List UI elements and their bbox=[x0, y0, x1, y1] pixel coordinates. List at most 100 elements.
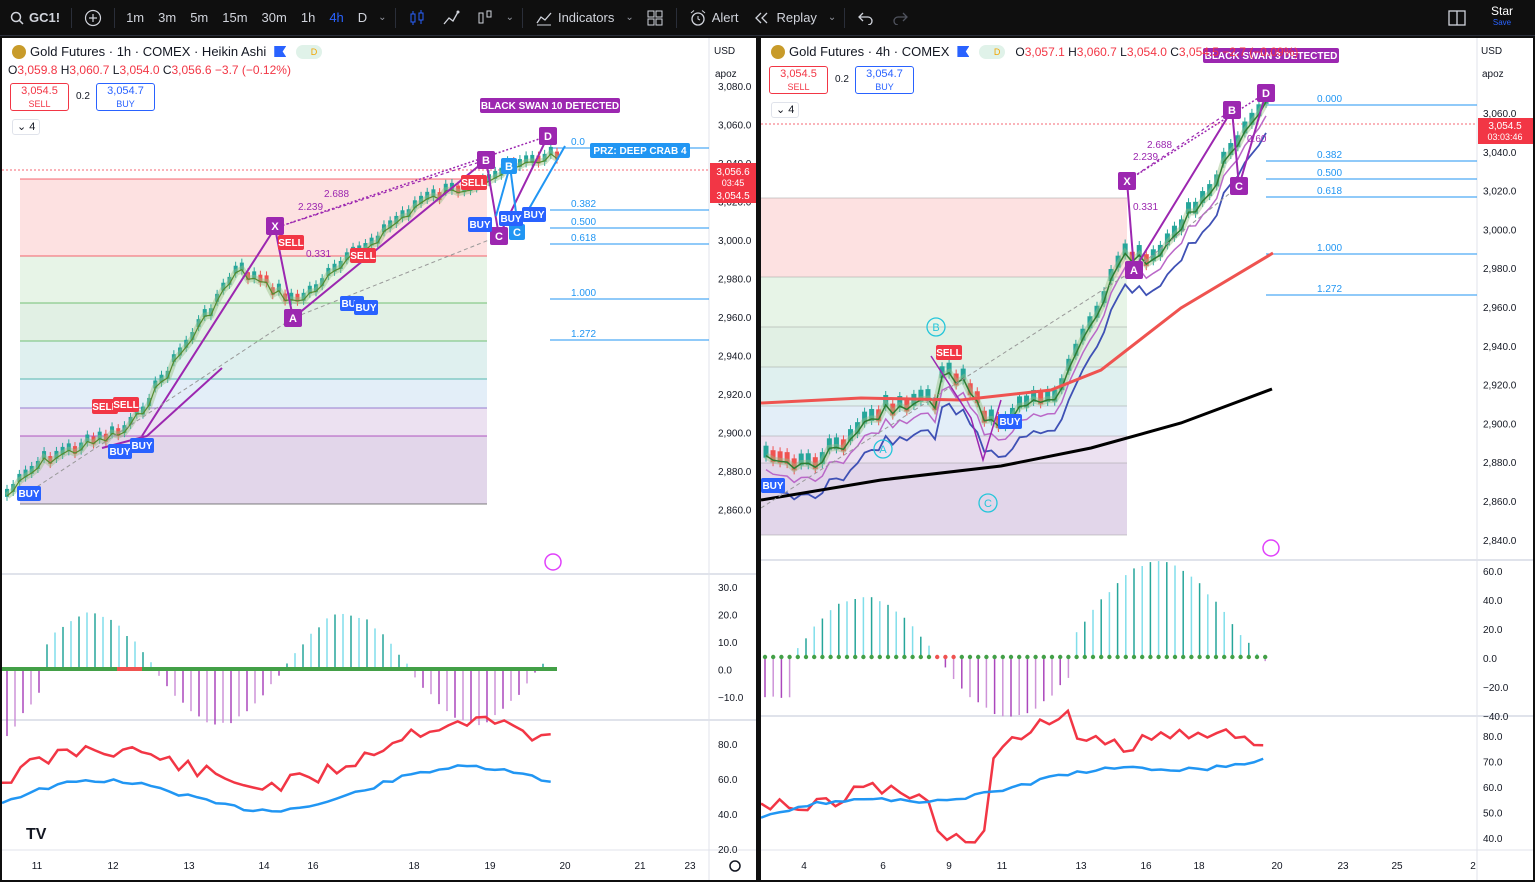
point-d: D bbox=[544, 131, 552, 143]
candle-body bbox=[536, 155, 541, 164]
chevron-down-icon[interactable]: ⌄ bbox=[625, 12, 634, 23]
osc-axis-label: −40.0 bbox=[1483, 712, 1509, 723]
buy-button[interactable]: 3,054.7 BUY bbox=[96, 83, 155, 111]
interval-1m[interactable]: 1m bbox=[126, 10, 145, 25]
candle-body bbox=[1136, 245, 1142, 258]
top-toolbar: GC1! 1m 3m 5m 15m 30m 1h 4h D ⌄ ⌄ Indicators ⌄ bbox=[0, 0, 1535, 36]
buy-button[interactable]: 3,054.7 BUY bbox=[855, 66, 914, 94]
sell-button[interactable]: 3,054.5 SELL bbox=[769, 66, 828, 94]
tradingview-logo: TV bbox=[26, 826, 47, 843]
harmonic-fib-label: 0.500 bbox=[1317, 168, 1342, 179]
candle-body bbox=[1193, 201, 1199, 214]
osc-zero-dot bbox=[1107, 654, 1112, 660]
currency-button[interactable]: USD bbox=[714, 46, 736, 57]
interval-d[interactable]: D bbox=[357, 10, 368, 25]
candle-body bbox=[196, 319, 201, 328]
sell-button[interactable]: 3,054.5 SELL bbox=[10, 83, 69, 111]
indicators-icon bbox=[534, 8, 554, 28]
scale-button[interactable]: apoz bbox=[1482, 69, 1504, 80]
indicator-count: 4 bbox=[29, 121, 36, 133]
candle-body bbox=[85, 434, 90, 443]
price-axis-label: 3,000.0 bbox=[1483, 225, 1517, 236]
osc-zero-dot bbox=[1099, 654, 1104, 660]
left-legend: Gold Futures · 1h · COMEX · Heikin Ashi … bbox=[12, 44, 323, 59]
alert-button[interactable]: Alert bbox=[681, 0, 746, 36]
layout-toggle-button[interactable] bbox=[1440, 0, 1474, 36]
osc-zero-dot bbox=[1254, 654, 1260, 660]
right-chart-panel[interactable]: 3,060.0 3,040.0 3,020.0 3,000.0 2,980.0 2,960… bbox=[761, 38, 1533, 880]
star-save-button[interactable]: Star Save bbox=[1491, 5, 1513, 29]
candles-chart-type-button[interactable] bbox=[400, 0, 434, 36]
interval-15m[interactable]: 15m bbox=[222, 10, 248, 25]
candle-body bbox=[805, 453, 811, 466]
close-value: 3,056.6 bbox=[171, 63, 212, 77]
candle-body bbox=[1242, 121, 1248, 134]
compare-button[interactable] bbox=[76, 0, 110, 36]
undo-button[interactable] bbox=[849, 0, 883, 36]
currency-button[interactable]: USD bbox=[1481, 46, 1503, 57]
candles-icon bbox=[407, 8, 427, 28]
interval-3m[interactable]: 3m bbox=[158, 10, 177, 25]
candle-body bbox=[17, 473, 22, 482]
layouts-button[interactable] bbox=[638, 0, 672, 36]
candle-body bbox=[904, 399, 910, 412]
osc-axis-label: 60.0 bbox=[1483, 567, 1503, 578]
indicators-collapse-button[interactable]: ⌄ 4 bbox=[12, 119, 41, 135]
date-axis-label: 21 bbox=[634, 861, 646, 872]
left-chart-panel[interactable]: 3,080.03,060.03,040.03,020.03,000.02,980… bbox=[2, 38, 756, 880]
sell-price-tag: 3,054.5 bbox=[716, 191, 750, 202]
candle-body bbox=[42, 451, 47, 460]
candle-body bbox=[1207, 184, 1213, 197]
osc-zero-dot bbox=[1131, 654, 1137, 660]
osc-zero-dot bbox=[1066, 654, 1071, 660]
harmonic-fib-label: 1.000 bbox=[1317, 243, 1342, 254]
candle-body bbox=[1178, 219, 1184, 232]
interval-30m[interactable]: 30m bbox=[261, 10, 287, 25]
osc-zero-dot bbox=[779, 654, 784, 660]
candle-body bbox=[116, 428, 121, 437]
ratio-label: 0.331 bbox=[1133, 202, 1158, 213]
chevron-down-icon[interactable]: ⌄ bbox=[827, 12, 837, 23]
buy-signal: BUY bbox=[355, 303, 376, 314]
osc-zero-dot bbox=[1156, 654, 1161, 660]
line-chart-type-button[interactable] bbox=[434, 0, 468, 36]
interval-1h[interactable]: 1h bbox=[300, 10, 316, 25]
interval-5m[interactable]: 5m bbox=[190, 10, 209, 25]
symbol-search[interactable]: GC1! bbox=[0, 0, 67, 36]
harmonic-fib-label: 0.618 bbox=[1317, 186, 1342, 197]
chevron-down-icon[interactable]: ⌄ bbox=[505, 12, 514, 23]
rsi-axis-label: 80.0 bbox=[1483, 732, 1503, 743]
osc-zero-dot bbox=[861, 654, 866, 660]
last-price-tag bbox=[1478, 118, 1533, 144]
sell-signal-bg bbox=[461, 175, 487, 190]
osc-zero-dot bbox=[1058, 654, 1063, 660]
indicators-collapse-button[interactable]: ⌄ 4 bbox=[771, 102, 800, 118]
candle-body bbox=[91, 436, 96, 445]
sell-signal: SELL bbox=[936, 348, 962, 359]
scale-button[interactable]: apoz bbox=[715, 69, 737, 80]
last-price: 3,054.5 bbox=[1488, 121, 1522, 132]
right-chart-canvas[interactable]: 3,060.0 3,040.0 3,020.0 3,000.0 2,980.0 2,960… bbox=[761, 38, 1533, 880]
price-axis-label: 2,920.0 bbox=[718, 390, 752, 401]
divider bbox=[71, 7, 73, 28]
harmonic-fib-label: 1.272 bbox=[571, 329, 596, 340]
candle-body bbox=[344, 252, 349, 261]
sell-signal-bg bbox=[113, 397, 139, 412]
rsi-axis-label: 80.0 bbox=[718, 740, 738, 751]
candle-body bbox=[967, 383, 973, 396]
chevron-down-icon[interactable]: ⌄ bbox=[378, 12, 387, 23]
interval-4h[interactable]: 4h bbox=[329, 10, 344, 25]
star-label: Star bbox=[1490, 4, 1513, 18]
redo-button[interactable] bbox=[883, 0, 917, 36]
candle-body bbox=[826, 438, 832, 451]
osc-zero-dot bbox=[910, 654, 915, 660]
replay-button[interactable]: Replay bbox=[745, 0, 823, 36]
osc-axis-label: −20.0 bbox=[1483, 683, 1509, 694]
bar-chart-type-button[interactable] bbox=[468, 0, 502, 36]
left-chart-canvas[interactable]: 3,080.03,060.03,040.03,020.03,000.02,980… bbox=[2, 38, 756, 880]
interval-group: 1m 3m 5m 15m 30m 1h 4h D bbox=[119, 0, 374, 36]
osc-zero-dot bbox=[877, 654, 882, 660]
indicators-button[interactable]: Indicators bbox=[527, 0, 621, 36]
price-axis-label: 2,980.0 bbox=[718, 275, 752, 286]
date-axis-label: 9 bbox=[946, 861, 952, 872]
